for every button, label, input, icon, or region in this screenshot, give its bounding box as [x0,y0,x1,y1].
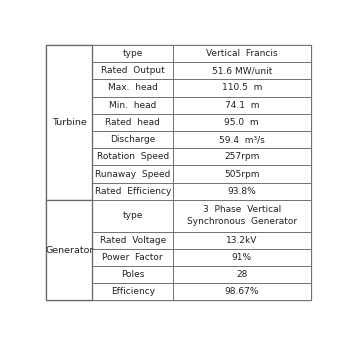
Bar [173,166,310,183]
Bar [93,283,173,300]
Bar [93,114,173,131]
Bar [173,131,310,148]
Bar [173,266,310,283]
Text: 74.1  m: 74.1 m [224,101,259,110]
Bar [173,148,310,166]
Text: 95.0  m: 95.0 m [224,118,259,127]
Text: 110.5  m: 110.5 m [222,83,262,92]
Bar [93,249,173,266]
Text: Max.  head: Max. head [108,83,158,92]
Text: Min.  head: Min. head [109,101,157,110]
Text: 98.67%: 98.67% [224,287,259,296]
Bar [173,114,310,131]
Bar [93,232,173,249]
Bar [173,232,310,249]
Bar [93,148,173,166]
Text: type: type [122,49,143,58]
Text: 13.2kV: 13.2kV [226,236,258,245]
Bar [93,45,173,62]
Bar [93,183,173,200]
Text: 257rpm: 257rpm [224,152,260,161]
Text: Rated  Voltage: Rated Voltage [100,236,166,245]
Bar [93,131,173,148]
Bar [46,45,93,200]
Text: 3  Phase  Vertical
Synchronous  Generator: 3 Phase Vertical Synchronous Generator [187,206,297,226]
Bar [173,96,310,114]
Bar [93,166,173,183]
Bar [46,200,93,300]
Text: Generator: Generator [45,246,94,254]
Bar [93,79,173,96]
Text: Rated  Efficiency: Rated Efficiency [95,187,171,196]
Text: 59.4  m³/s: 59.4 m³/s [219,135,265,144]
Text: Efficiency: Efficiency [111,287,155,296]
Text: 91%: 91% [232,253,252,262]
Text: Power  Factor: Power Factor [102,253,163,262]
Bar [173,183,310,200]
Text: 28: 28 [236,270,247,279]
Text: type: type [122,211,143,220]
Bar [173,62,310,79]
Bar [93,266,173,283]
Text: Discharge: Discharge [110,135,156,144]
Bar [93,62,173,79]
Bar [173,79,310,96]
Text: 93.8%: 93.8% [227,187,256,196]
Bar [173,249,310,266]
Bar [173,200,310,232]
Text: Vertical  Francis: Vertical Francis [206,49,278,58]
Text: Rated  Output: Rated Output [101,66,165,75]
Bar [173,45,310,62]
Text: 51.6 MW/unit: 51.6 MW/unit [212,66,272,75]
Text: Poles: Poles [121,270,144,279]
Bar [93,200,173,232]
Text: Rotation  Speed: Rotation Speed [97,152,169,161]
Bar [173,283,310,300]
Bar [93,96,173,114]
Text: Rated  head: Rated head [105,118,160,127]
Text: Runaway  Speed: Runaway Speed [95,170,171,179]
Text: Turbine: Turbine [52,118,87,127]
Text: 505rpm: 505rpm [224,170,260,179]
